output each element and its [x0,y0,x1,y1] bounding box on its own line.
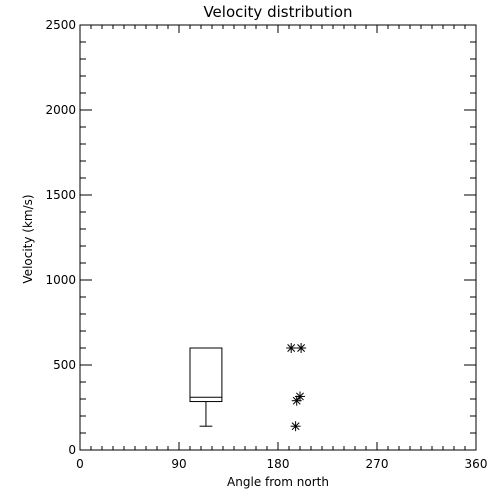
x-tick-label: 180 [267,457,290,471]
data-point-asterisk [286,343,297,353]
y-axis-title: Velocity (km/s) [21,194,35,283]
y-tick-label: 0 [68,443,76,457]
y-tick-label: 1000 [45,273,76,287]
x-tick-label: 0 [76,457,84,471]
y-tick-label: 2000 [45,103,76,117]
data-point-asterisk [295,391,305,402]
y-tick-label: 500 [53,358,76,372]
plot-frame [79,24,477,451]
y-tick-label: 2500 [45,18,76,32]
x-tick-label: 360 [465,457,488,471]
x-tick-label: 90 [171,457,186,471]
x-tick-label: 270 [366,457,389,471]
box-body [189,347,223,403]
x-axis-title: Angle from north [227,475,329,489]
data-point-asterisk [290,421,301,432]
y-tick-label: 1500 [45,188,76,202]
chart-title: Velocity distribution [203,3,352,21]
data-point-asterisk [296,343,307,353]
